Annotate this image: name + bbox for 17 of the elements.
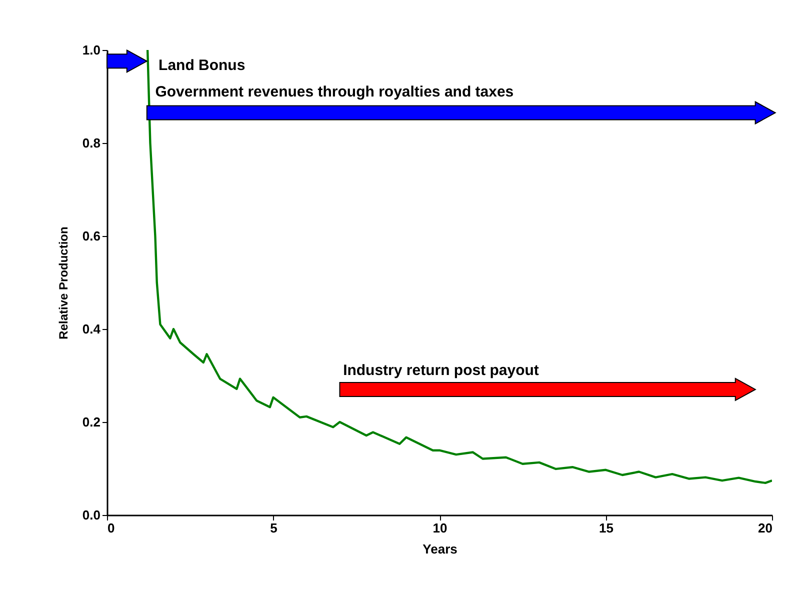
annotation: Land Bonus [158,57,246,74]
y-tick-label: 0.8 [82,136,100,150]
x-tick-label: 15 [599,520,614,536]
annotation: Government revenues through royalties and taxes [155,84,514,101]
x-tick-label: 20 [758,520,772,536]
annotation: Industry return post payout [343,362,539,379]
y-tick-label: 0.4 [82,322,102,336]
y-tick-label: 0.2 [82,414,100,430]
x-axis-title: Years [422,542,458,556]
x-tick-label: 5 [270,520,278,536]
x-tick-label: 10 [432,520,448,536]
y-tick-label: 0.6 [82,228,100,244]
line-series [146,50,772,484]
y-tick-label: 0.0 [82,508,100,522]
y-axis-title: Relative Production [56,226,70,340]
x-tick-label: 0 [108,520,115,536]
y-tick-label: 1.0 [82,42,100,58]
